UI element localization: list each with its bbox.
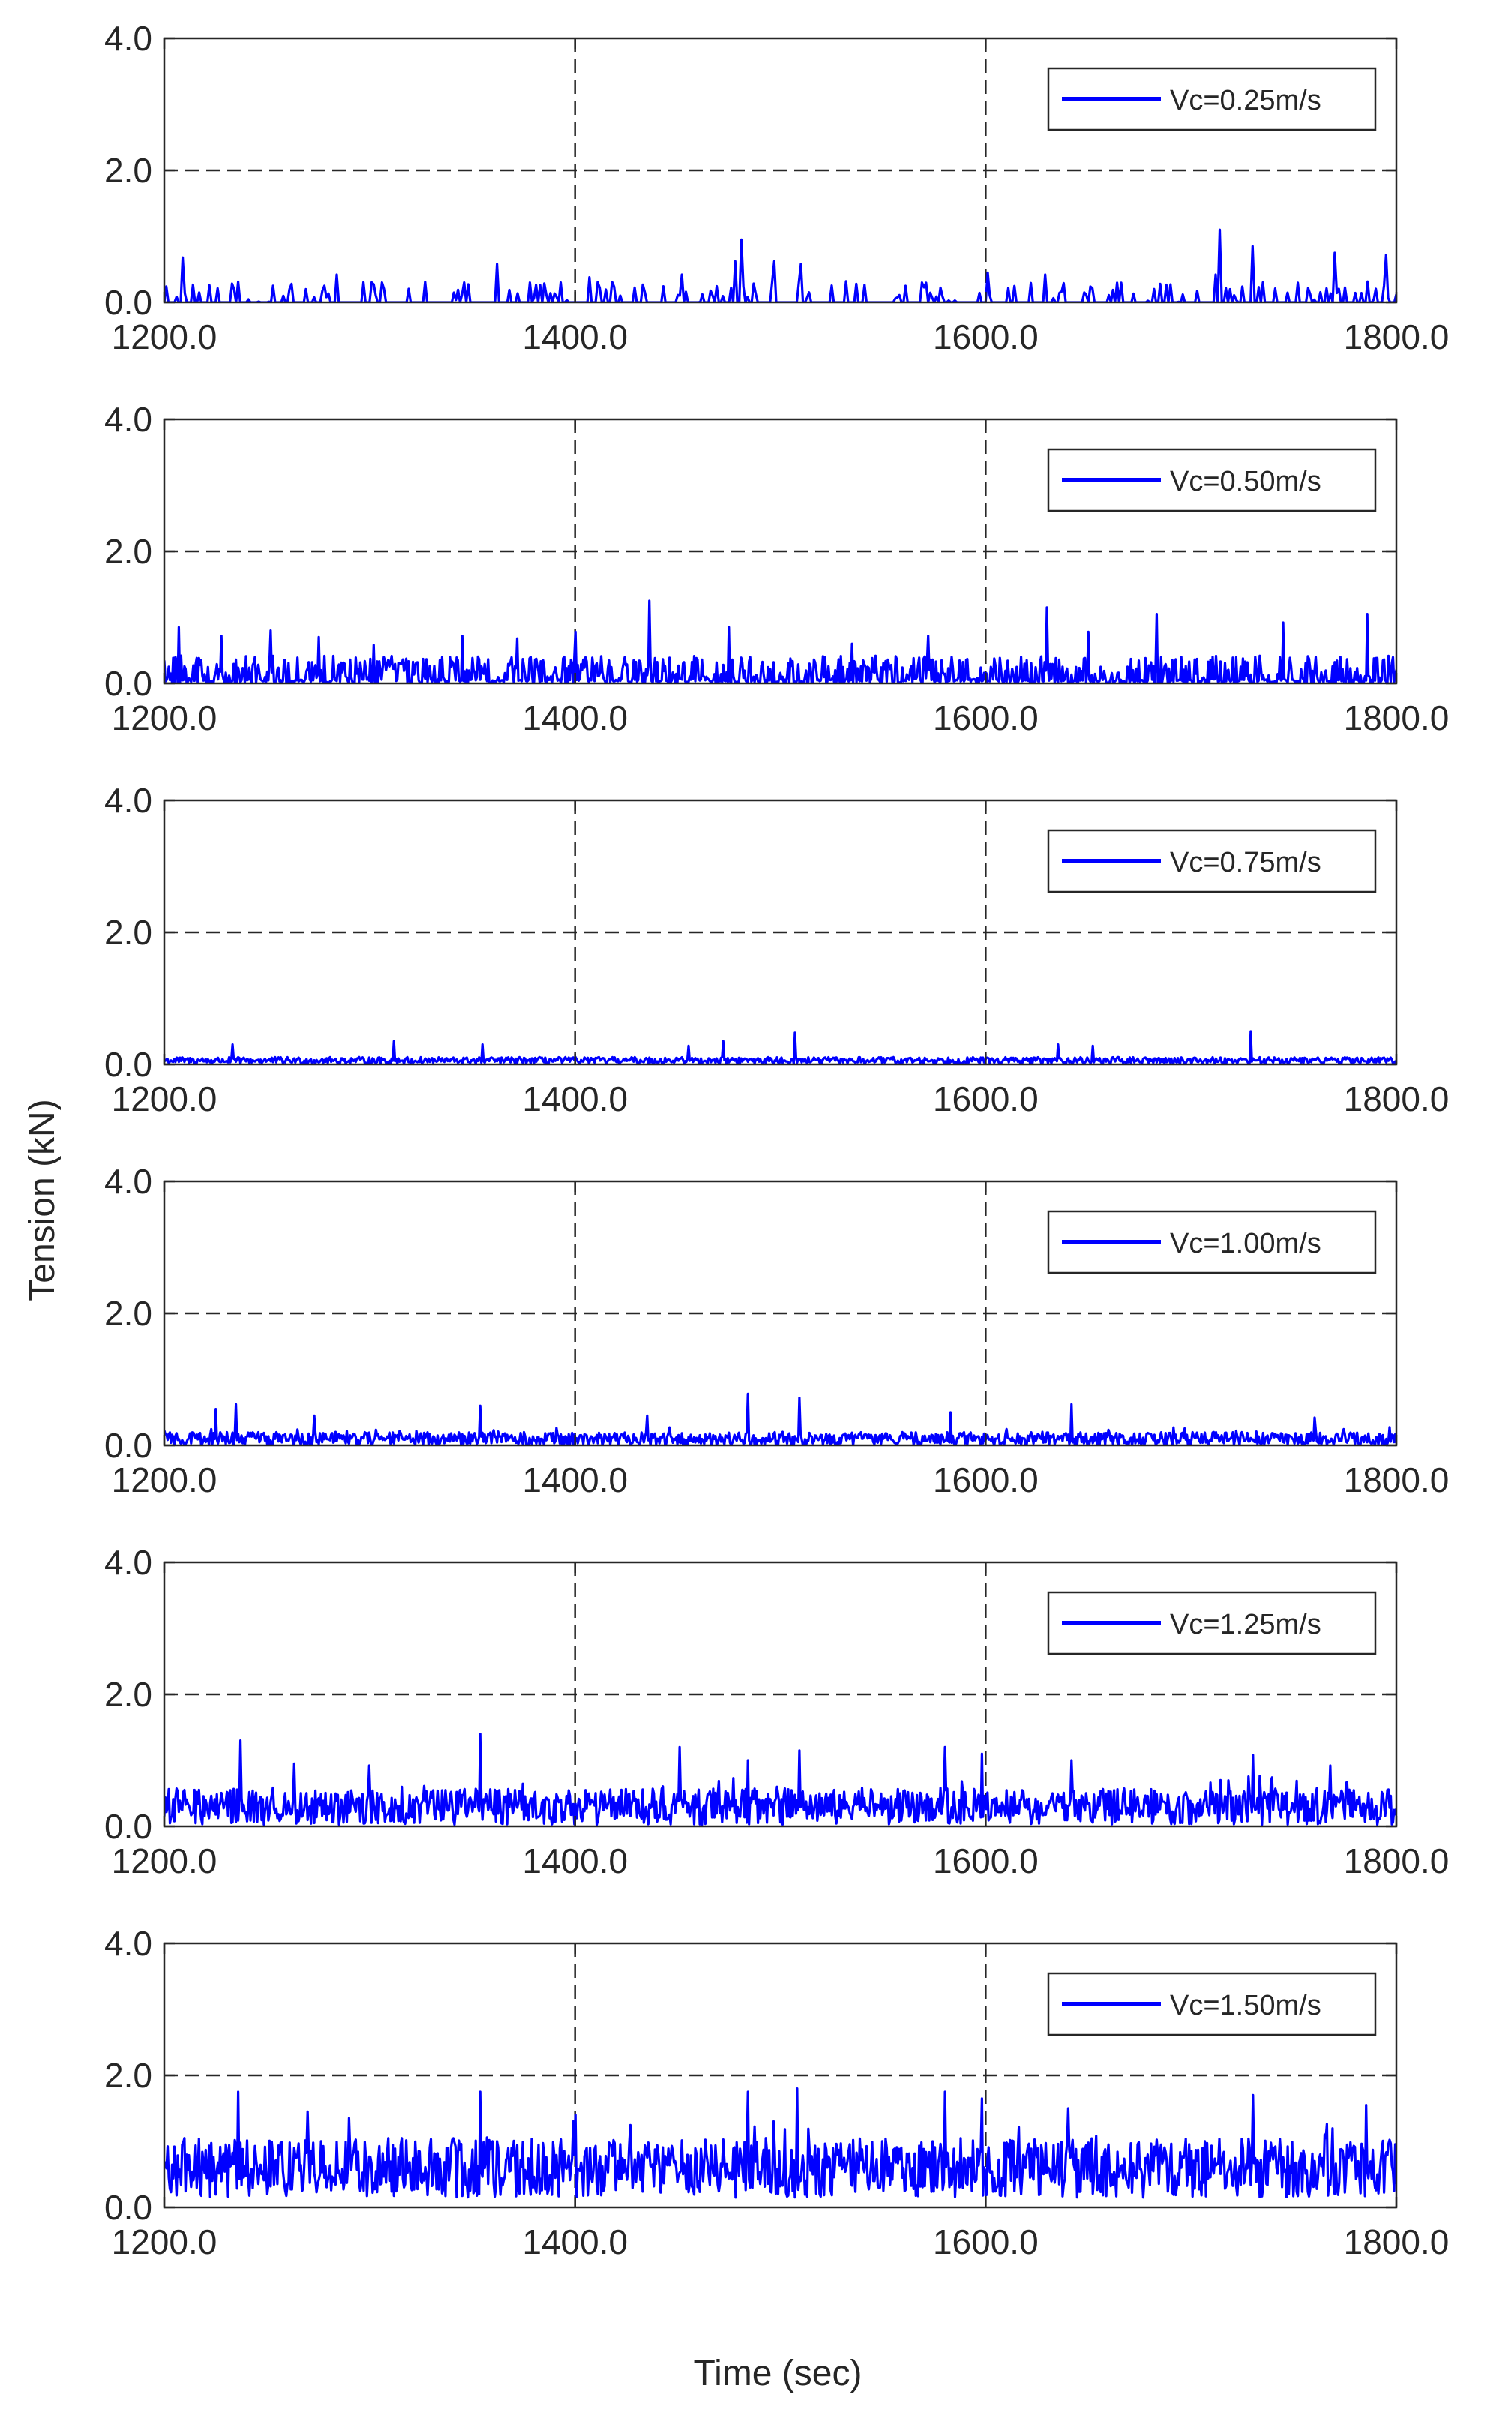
x-tick-label: 1600.0 xyxy=(933,2222,1039,2261)
series-line xyxy=(164,1733,1396,1826)
y-tick-label: 4.0 xyxy=(104,1162,152,1201)
legend-label: Vc=0.25m/s xyxy=(1170,85,1322,116)
y-tick-label: 0.0 xyxy=(104,283,152,322)
y-tick-label: 0.0 xyxy=(104,1426,152,1465)
x-tick-label: 1400.0 xyxy=(522,698,628,737)
subplot-2: 1200.0 1400.0 1600.0 1800.0 0.0 2.0 4.0 Vc=0.50… xyxy=(104,400,1449,737)
y-tick-label: 0.0 xyxy=(104,2188,152,2227)
legend: Vc=1.25m/s xyxy=(1047,1591,1377,1655)
legend: Vc=0.75m/s xyxy=(1047,829,1377,893)
y-tick-label: 2.0 xyxy=(104,913,152,952)
subplot-grid: 1200.0 1400.0 1600.0 1800.0 0.0 2.0 4.0 Vc=0.25… xyxy=(104,19,1449,2261)
x-tick-label: 1600.0 xyxy=(933,1079,1039,1118)
x-tick-label: 1400.0 xyxy=(522,317,628,356)
y-tick-label: 2.0 xyxy=(104,1675,152,1714)
legend-label: Vc=0.50m/s xyxy=(1170,466,1322,497)
y-tick-label: 4.0 xyxy=(104,1543,152,1582)
y-tick-label: 2.0 xyxy=(104,151,152,190)
x-tick-label: 1600.0 xyxy=(933,317,1039,356)
legend: Vc=1.00m/s xyxy=(1047,1210,1377,1274)
x-tick-label: 1800.0 xyxy=(1344,1841,1450,1880)
y-tick-label: 4.0 xyxy=(104,19,152,58)
legend: Vc=0.50m/s xyxy=(1047,448,1377,512)
y-tick-label: 4.0 xyxy=(104,1924,152,1963)
x-tick-label: 1600.0 xyxy=(933,1460,1039,1499)
x-tick-label: 1800.0 xyxy=(1344,698,1450,737)
legend-label: Vc=1.50m/s xyxy=(1170,1990,1322,2021)
x-tick-label: 1600.0 xyxy=(933,698,1039,737)
x-tick-label: 1400.0 xyxy=(522,2222,628,2261)
x-tick-label: 1800.0 xyxy=(1344,2222,1450,2261)
x-tick-label: 1400.0 xyxy=(522,1460,628,1499)
legend: Vc=1.50m/s xyxy=(1047,1972,1377,2036)
x-tick-label: 1400.0 xyxy=(522,1079,628,1118)
y-tick-label: 0.0 xyxy=(104,664,152,703)
legend-label: Vc=1.25m/s xyxy=(1170,1609,1322,1640)
series-line xyxy=(164,1030,1396,1064)
series-line xyxy=(164,599,1396,683)
legend: Vc=0.25m/s xyxy=(1047,67,1377,131)
x-tick-label: 1800.0 xyxy=(1344,1460,1450,1499)
x-tick-label: 1200.0 xyxy=(112,1841,218,1880)
subplot-4: 1200.0 1400.0 1600.0 1800.0 0.0 2.0 4.0 Vc=1.00… xyxy=(104,1162,1449,1499)
x-tick-label: 1200.0 xyxy=(112,698,218,737)
subplot-6: 1200.0 1400.0 1600.0 1800.0 0.0 2.0 4.0 Vc=1.50… xyxy=(104,1924,1449,2261)
x-tick-label: 1400.0 xyxy=(522,1841,628,1880)
series-line xyxy=(164,2087,1396,2199)
y-tick-label: 0.0 xyxy=(104,1807,152,1846)
y-tick-label: 4.0 xyxy=(104,781,152,820)
x-tick-label: 1800.0 xyxy=(1344,1079,1450,1118)
x-tick-label: 1200.0 xyxy=(112,317,218,356)
subplot-3: 1200.0 1400.0 1600.0 1800.0 0.0 2.0 4.0 Vc=0.75… xyxy=(104,781,1449,1118)
subplot-5: 1200.0 1400.0 1600.0 1800.0 0.0 2.0 4.0 Vc=1.25… xyxy=(104,1543,1449,1880)
y-tick-label: 2.0 xyxy=(104,532,152,571)
series-line xyxy=(164,1392,1396,1445)
legend-label: Vc=1.00m/s xyxy=(1170,1228,1322,1259)
x-tick-label: 1200.0 xyxy=(112,1460,218,1499)
y-tick-label: 2.0 xyxy=(104,1294,152,1333)
subplot-1: 1200.0 1400.0 1600.0 1800.0 0.0 2.0 4.0 Vc=0.25… xyxy=(104,19,1449,356)
y-tick-label: 0.0 xyxy=(104,1045,152,1084)
x-tick-label: 1200.0 xyxy=(112,1079,218,1118)
x-tick-label: 1800.0 xyxy=(1344,317,1450,356)
legend-label: Vc=0.75m/s xyxy=(1170,847,1322,878)
y-tick-label: 2.0 xyxy=(104,2056,152,2095)
y-tick-label: 4.0 xyxy=(104,400,152,439)
x-axis-label: Time (sec) xyxy=(694,2354,862,2393)
x-tick-label: 1200.0 xyxy=(112,2222,218,2261)
x-tick-label: 1600.0 xyxy=(933,1841,1039,1880)
y-axis-label: Tension (kN) xyxy=(22,1099,62,1301)
